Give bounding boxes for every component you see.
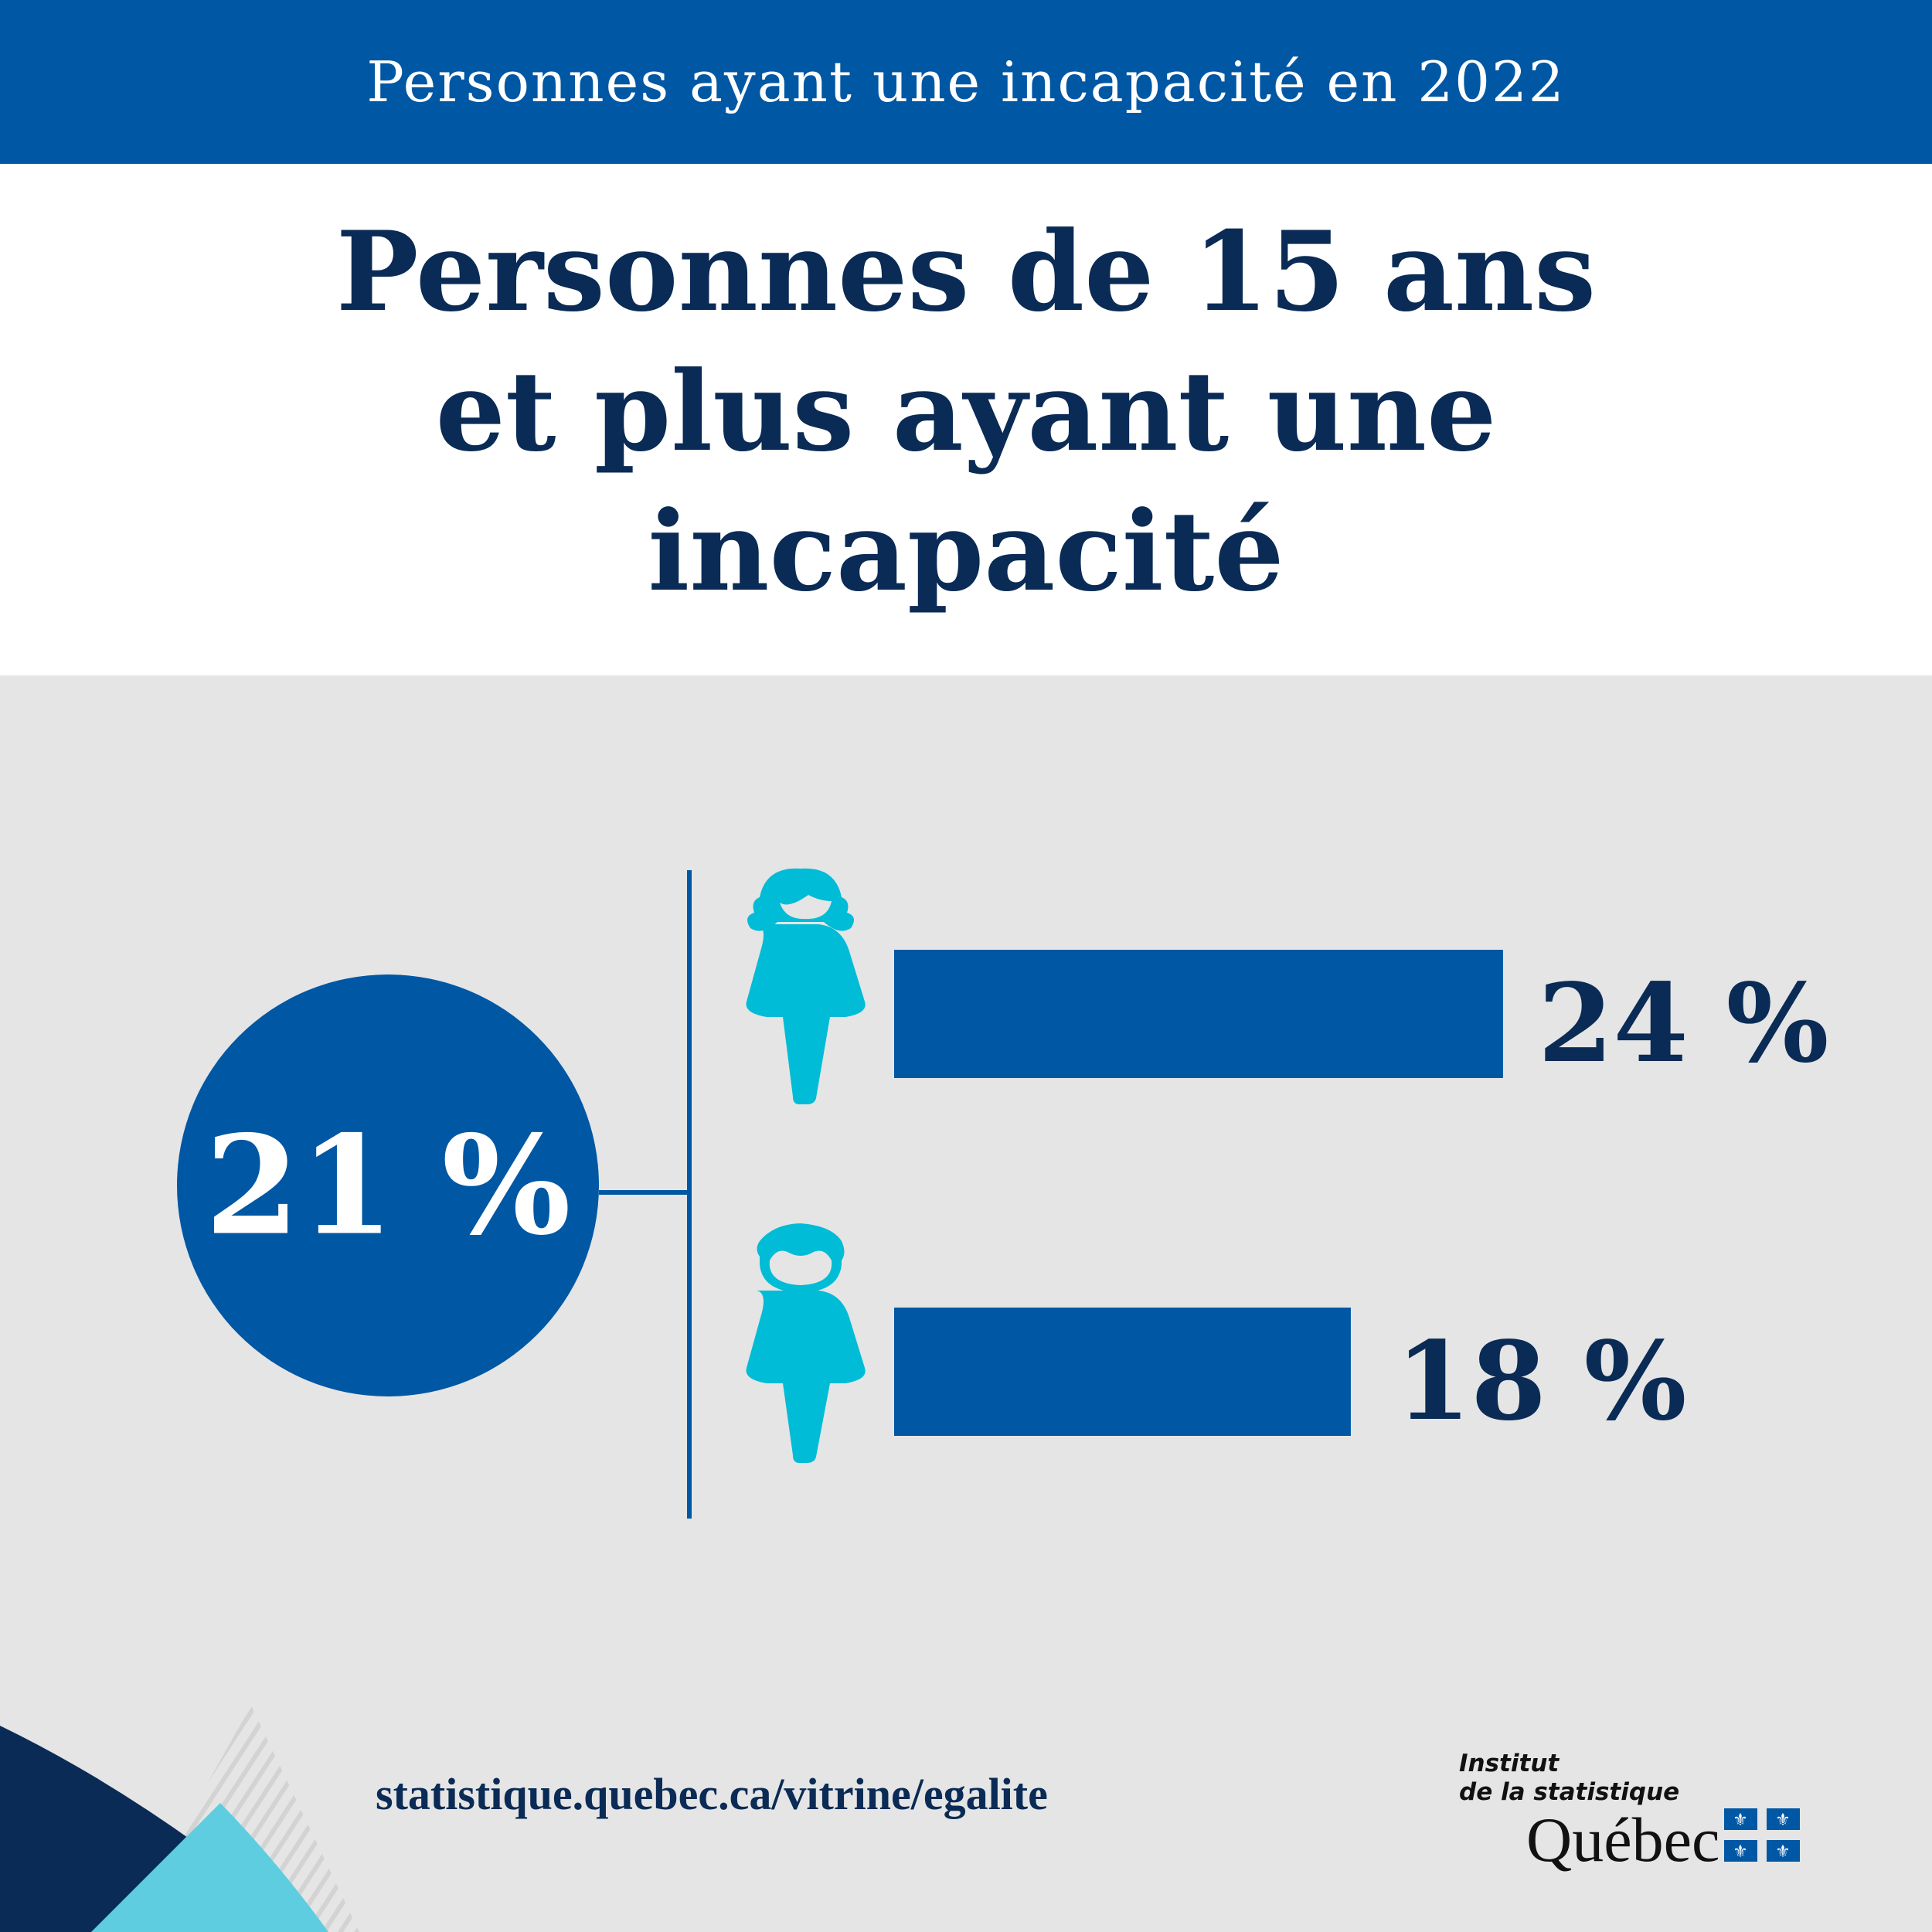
headline: Personnes de 15 ans et plus ayant une in… [0,202,1932,622]
header-band: Personnes ayant une incapacité en 2022 [0,0,1932,164]
bar-women [894,950,1503,1078]
cyan-shape-decoration [91,1803,328,1932]
total-circle [177,975,599,1396]
logo-line-1: Institut [1459,1750,1560,1777]
headline-line-2: et plus ayant une [435,348,1497,476]
woman-icon [746,868,866,1104]
value-label-men: 18 % [1396,1318,1687,1445]
headline-line-1: Personnes de 15 ans [335,208,1597,336]
website-link[interactable]: statistique.quebec.ca/vitrine/egalite [376,1769,1048,1819]
man-icon [746,1223,866,1463]
total-value: 21 % [205,1105,571,1266]
logo-line-3: Québec [1526,1804,1720,1875]
logo-line-2: de la statistique [1459,1778,1680,1806]
header-title: Personnes ayant une incapacité en 2022 [366,49,1566,114]
title-area [0,164,1932,675]
bar-men [894,1308,1351,1436]
headline-line-3: incapacité [648,488,1284,616]
value-label-women: 24 % [1538,961,1829,1087]
